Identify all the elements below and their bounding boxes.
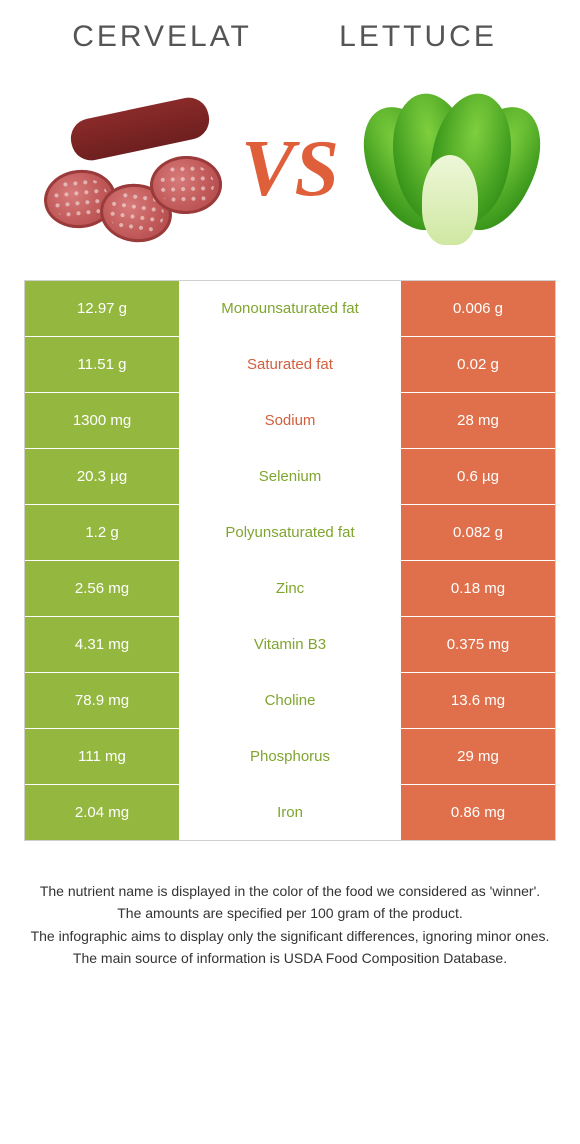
nutrient-label: Zinc <box>179 561 401 616</box>
nutrient-label: Saturated fat <box>179 337 401 392</box>
hero-row: VS <box>24 64 556 274</box>
right-value: 0.6 µg <box>401 449 555 504</box>
footnote-line: The infographic aims to display only the… <box>28 926 552 946</box>
footnote-line: The amounts are specified per 100 gram o… <box>28 903 552 923</box>
nutrient-label: Vitamin B3 <box>179 617 401 672</box>
title-row: CERVELAT LETTUCE <box>24 10 556 54</box>
left-value: 20.3 µg <box>25 449 179 504</box>
right-value: 28 mg <box>401 393 555 448</box>
left-value: 111 mg <box>25 729 179 784</box>
right-food-image <box>345 89 556 249</box>
table-row: 111 mgPhosphorus29 mg <box>25 729 555 785</box>
right-value: 13.6 mg <box>401 673 555 728</box>
right-value: 0.006 g <box>401 281 555 336</box>
left-value: 2.04 mg <box>25 785 179 840</box>
left-value: 1.2 g <box>25 505 179 560</box>
table-row: 1300 mgSodium28 mg <box>25 393 555 449</box>
nutrient-label: Phosphorus <box>179 729 401 784</box>
left-value: 78.9 mg <box>25 673 179 728</box>
footnotes: The nutrient name is displayed in the co… <box>24 881 556 968</box>
left-value: 12.97 g <box>25 281 179 336</box>
left-food-title: CERVELAT <box>34 20 290 54</box>
table-row: 2.56 mgZinc0.18 mg <box>25 561 555 617</box>
left-value: 1300 mg <box>25 393 179 448</box>
table-row: 4.31 mgVitamin B30.375 mg <box>25 617 555 673</box>
nutrient-label: Polyunsaturated fat <box>179 505 401 560</box>
footnote-line: The nutrient name is displayed in the co… <box>28 881 552 901</box>
nutrient-label: Choline <box>179 673 401 728</box>
right-value: 0.375 mg <box>401 617 555 672</box>
table-row: 1.2 gPolyunsaturated fat0.082 g <box>25 505 555 561</box>
table-row: 78.9 mgCholine13.6 mg <box>25 673 555 729</box>
right-value: 29 mg <box>401 729 555 784</box>
table-row: 20.3 µgSelenium0.6 µg <box>25 449 555 505</box>
footnote-line: The main source of information is USDA F… <box>28 948 552 968</box>
nutrient-label: Monounsaturated fat <box>179 281 401 336</box>
right-value: 0.082 g <box>401 505 555 560</box>
comparison-table: 12.97 gMonounsaturated fat0.006 g11.51 g… <box>24 280 556 841</box>
table-row: 2.04 mgIron0.86 mg <box>25 785 555 841</box>
right-food-title: LETTUCE <box>290 20 546 54</box>
nutrient-label: Selenium <box>179 449 401 504</box>
left-value: 4.31 mg <box>25 617 179 672</box>
right-value: 0.02 g <box>401 337 555 392</box>
left-food-image <box>24 94 235 244</box>
table-row: 12.97 gMonounsaturated fat0.006 g <box>25 281 555 337</box>
table-row: 11.51 gSaturated fat0.02 g <box>25 337 555 393</box>
right-value: 0.18 mg <box>401 561 555 616</box>
nutrient-label: Sodium <box>179 393 401 448</box>
cervelat-icon <box>40 94 220 244</box>
right-value: 0.86 mg <box>401 785 555 840</box>
left-value: 11.51 g <box>25 337 179 392</box>
left-value: 2.56 mg <box>25 561 179 616</box>
lettuce-icon <box>360 89 540 249</box>
nutrient-label: Iron <box>179 785 401 840</box>
vs-label: VS <box>235 124 345 215</box>
